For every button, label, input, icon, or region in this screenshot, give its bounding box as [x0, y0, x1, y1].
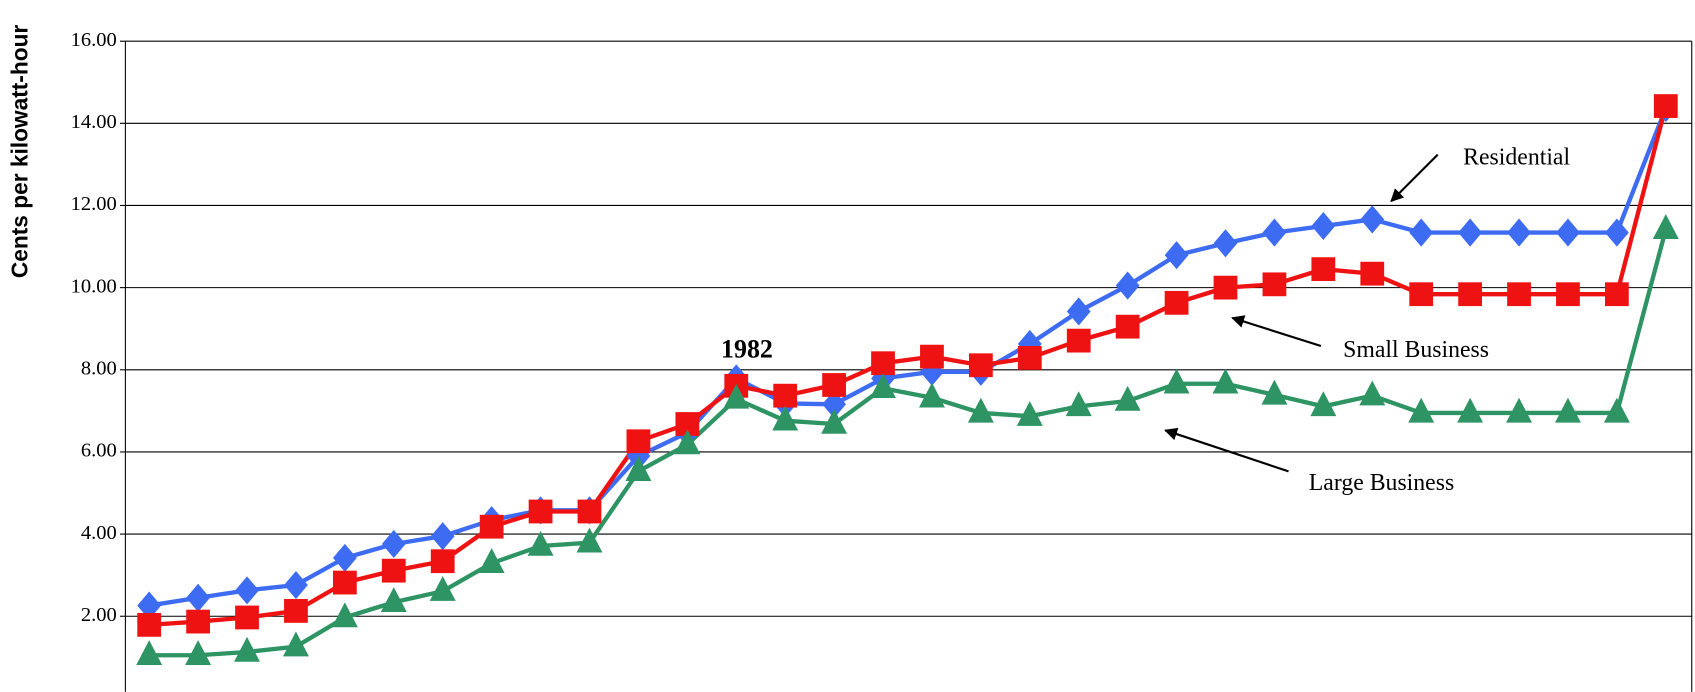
point — [822, 373, 847, 397]
y-tick-label: 8.00 — [81, 358, 117, 380]
point — [675, 412, 700, 436]
point — [186, 609, 210, 634]
point — [1359, 380, 1386, 406]
point — [1311, 211, 1336, 241]
point — [1164, 241, 1189, 270]
point — [1213, 275, 1238, 300]
point — [1310, 391, 1337, 417]
point — [1652, 214, 1679, 240]
point — [920, 344, 944, 369]
point — [527, 530, 554, 556]
y-tick-label: 2.00 — [81, 604, 117, 626]
point — [1261, 379, 1288, 405]
point — [235, 576, 259, 605]
point — [871, 351, 895, 376]
point — [576, 527, 603, 553]
point — [234, 636, 260, 662]
point — [1311, 257, 1336, 282]
point — [1262, 272, 1287, 297]
point — [1554, 397, 1581, 423]
point — [1212, 368, 1239, 394]
point — [1066, 328, 1091, 353]
point — [1065, 391, 1092, 417]
point — [1603, 397, 1630, 423]
point — [429, 576, 456, 601]
point — [430, 522, 455, 551]
point — [577, 499, 602, 524]
point — [1115, 271, 1140, 300]
point — [1507, 218, 1531, 247]
point — [332, 543, 357, 572]
label-arrow — [1390, 153, 1439, 203]
point — [1409, 282, 1434, 307]
y-tick-label: 6.00 — [81, 440, 117, 462]
point — [528, 499, 553, 524]
y-axis-label: Cents per kilowatt-hour — [7, 25, 33, 279]
point — [821, 408, 848, 434]
point — [625, 456, 652, 481]
point — [235, 605, 259, 630]
point — [968, 353, 993, 378]
point — [1457, 397, 1484, 423]
point — [1556, 218, 1580, 247]
point — [332, 570, 357, 595]
point — [1506, 397, 1533, 423]
y-tick-label: 16.00 — [71, 29, 117, 51]
point — [478, 548, 505, 573]
point — [284, 599, 308, 623]
point — [1360, 205, 1385, 234]
point — [1066, 297, 1091, 326]
point — [185, 640, 212, 666]
y-tick-label: 4.00 — [81, 522, 117, 544]
point — [773, 383, 798, 408]
point — [1653, 94, 1678, 118]
label-arrow — [1231, 315, 1322, 348]
point — [479, 514, 504, 539]
point — [772, 405, 799, 431]
series-label: Large Business — [1309, 470, 1454, 496]
point — [331, 602, 358, 628]
annotation: 1982 — [721, 334, 773, 363]
point — [1604, 218, 1629, 247]
y-tick-label: 10.00 — [71, 275, 117, 297]
point — [136, 640, 163, 666]
y-tick-label: 12.00 — [71, 193, 117, 215]
point — [1507, 282, 1531, 307]
series-label: Small Business — [1343, 337, 1489, 363]
point — [1360, 261, 1385, 286]
point — [1017, 345, 1042, 370]
point — [186, 583, 210, 612]
point — [1016, 401, 1043, 426]
point — [1409, 218, 1434, 247]
series-line — [149, 228, 1668, 658]
point — [674, 429, 701, 455]
point — [723, 383, 750, 409]
point — [626, 429, 651, 454]
point — [918, 382, 945, 408]
point — [1164, 290, 1189, 315]
point — [430, 549, 455, 574]
y-tick-label: 14.00 — [71, 111, 117, 133]
point — [381, 558, 406, 583]
point — [967, 397, 994, 423]
point — [380, 587, 407, 613]
series-label: Residential — [1463, 144, 1570, 170]
point — [1114, 385, 1141, 411]
point — [1115, 314, 1140, 339]
point — [137, 612, 162, 637]
point — [870, 373, 897, 398]
point — [1213, 229, 1238, 258]
label-arrow — [1164, 427, 1289, 473]
point — [1408, 397, 1435, 423]
point — [1604, 282, 1629, 307]
point — [1262, 218, 1287, 247]
point — [284, 570, 308, 600]
point — [1556, 282, 1580, 307]
point — [282, 631, 309, 657]
point — [1458, 218, 1483, 247]
point — [1458, 282, 1483, 307]
point — [1163, 368, 1190, 394]
